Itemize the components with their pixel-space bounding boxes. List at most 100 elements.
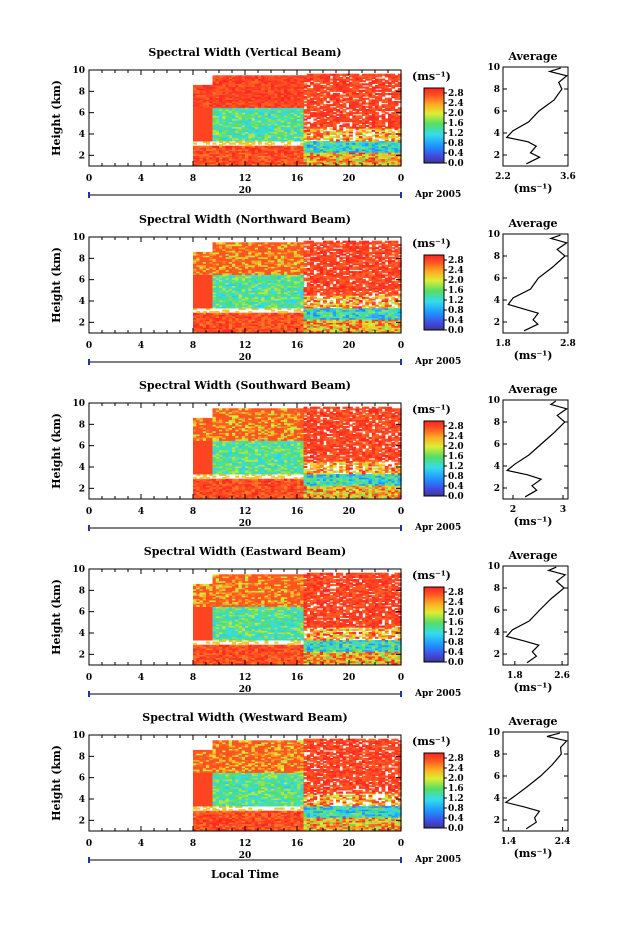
heatmap-cell [300,116,305,120]
heatmap-cell [271,84,275,88]
heatmap-cell [245,147,249,150]
heatmap-cell [362,105,366,108]
heatmap-cell [202,150,207,153]
heatmap-cell [368,156,373,160]
heatmap-cell [196,91,201,94]
heatmap-cell [352,123,357,126]
heatmap-cell [209,155,214,158]
heatmap-cell [232,84,236,88]
heatmap-cell [261,153,266,156]
heatmap-cell [251,83,256,86]
heatmap-cell [202,123,207,126]
heatmap-cell [245,158,249,161]
heatmap-cell [313,128,318,131]
heatmap-cell [319,100,324,104]
heatmap-cell [368,76,373,80]
heatmap-cell [293,86,298,89]
heatmap-cell [349,147,353,150]
heatmap-cell [342,148,347,152]
heatmap-cell [196,99,201,102]
heatmap-cell [287,102,292,105]
heatmap-cell [287,86,292,89]
heatmap-cell [248,145,253,148]
heatmap-cell [206,137,210,140]
heatmap-cell [235,148,240,152]
colorbar-tick-label: 1.2 [448,129,464,139]
heatmap-cell [339,94,344,97]
heatmap-cell [306,144,311,147]
heatmap-cell [306,110,311,113]
heatmap-cell [238,160,243,163]
heatmap-cell [209,110,214,113]
heatmap-cell [365,120,370,123]
heatmap-cell [202,156,207,160]
heatmap-cell [232,107,236,110]
heatmap-cell [339,107,344,110]
heatmap-cell [199,116,204,120]
heatmap-cell [300,84,305,88]
heatmap-cell [219,110,223,113]
heatmap-cell [306,137,311,140]
heatmap-cell [303,75,308,78]
heatmap-cell [228,139,233,142]
heatmap-cell [267,132,272,136]
heatmap-cell [271,112,275,115]
heatmap-cell [222,148,227,152]
heatmap-cell [248,140,253,144]
heatmap-cell [300,97,305,100]
heatmap-cell [245,92,249,96]
heatmap-cell [245,156,249,160]
heatmap-cell [235,121,240,124]
heatmap-cell [258,139,262,142]
heatmap-cell [297,148,301,152]
heatmap-cell [254,84,259,88]
heatmap-cell [277,153,282,156]
heatmap-cell [355,115,360,118]
heatmap-cell [254,123,259,126]
heatmap-cell [323,132,327,136]
heatmap-cell [297,105,301,108]
heatmap-cell [212,163,217,166]
heatmap-cell [238,107,243,110]
heatmap-cell [238,150,243,153]
heatmap-cell [222,100,227,104]
heatmap-cell [332,140,337,144]
heatmap-cell [271,160,275,163]
heatmap-cell [297,132,301,136]
heatmap-cell [293,128,298,131]
heatmap-cell [306,112,311,115]
heatmap-cell [300,132,305,136]
heatmap-cell [193,97,197,100]
heatmap-cell [261,84,266,88]
heatmap-cell [235,120,240,123]
heatmap-cell [264,156,269,160]
heatmap-cell [355,84,360,88]
heatmap-cell [238,97,243,100]
heatmap-cell [362,148,366,152]
heatmap-cell [261,96,266,99]
heatmap-cell [277,78,282,81]
heatmap-cell [313,150,318,153]
heatmap-cell [225,153,230,156]
heatmap-cell [232,96,236,99]
heatmap-cell [277,129,282,132]
heatmap-cell [196,131,201,134]
heatmap-cell [264,78,269,81]
avg-y-tick-label: 4 [494,129,500,139]
heatmap-cell [251,121,256,124]
heatmap-cell [209,121,214,124]
heatmap-cell [342,108,347,112]
heatmap-cell [225,102,230,105]
heatmap-cell [225,78,230,81]
heatmap-cell [284,86,288,89]
heatmap-cell [303,104,308,107]
heatmap-cell [339,129,344,132]
heatmap-cell [375,100,379,104]
heatmap-cell [355,150,360,153]
heatmap-cell [313,124,318,128]
heatmap-cell [306,158,311,161]
heatmap-cell [352,86,357,89]
heatmap-cell [375,84,379,88]
heatmap-cell [290,155,295,158]
heatmap-cell [326,100,331,104]
